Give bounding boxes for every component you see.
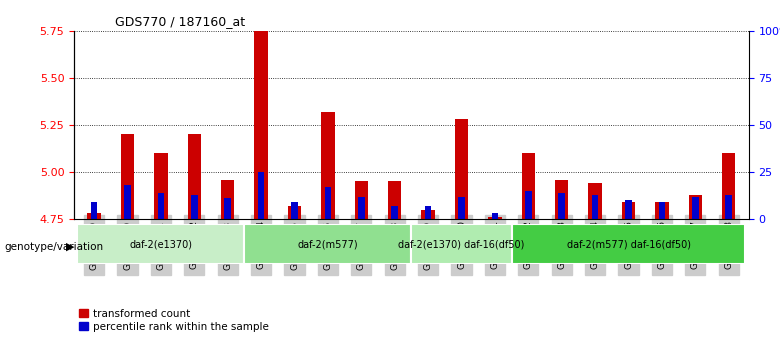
- Bar: [77, 224, 244, 264]
- Bar: [488, 217, 502, 219]
- Bar: [689, 195, 702, 219]
- Text: daf-2(e1370): daf-2(e1370): [129, 239, 193, 249]
- Bar: [411, 224, 512, 264]
- Bar: [388, 181, 402, 219]
- Bar: [321, 112, 335, 219]
- Bar: [622, 202, 635, 219]
- Bar: [254, 31, 268, 219]
- Bar: [512, 224, 746, 264]
- Legend: transformed count, percentile rank within the sample: transformed count, percentile rank withi…: [80, 309, 269, 332]
- Bar: [555, 180, 569, 219]
- Bar: [355, 181, 368, 219]
- Bar: [525, 191, 532, 219]
- Bar: [392, 206, 398, 219]
- Bar: [221, 180, 235, 219]
- Bar: [225, 198, 231, 219]
- Bar: [244, 224, 411, 264]
- Bar: [425, 206, 431, 219]
- Text: daf-2(m577) daf-16(df50): daf-2(m577) daf-16(df50): [566, 239, 690, 249]
- Bar: [421, 210, 434, 219]
- Bar: [725, 195, 732, 219]
- Bar: [121, 135, 134, 219]
- Text: genotype/variation: genotype/variation: [4, 242, 103, 252]
- Bar: [188, 135, 201, 219]
- Bar: [458, 197, 465, 219]
- Bar: [87, 214, 101, 219]
- Bar: [522, 153, 535, 219]
- Text: ▶: ▶: [66, 242, 75, 252]
- Bar: [154, 153, 168, 219]
- Bar: [291, 202, 298, 219]
- Bar: [722, 153, 736, 219]
- Bar: [358, 197, 365, 219]
- Bar: [191, 195, 197, 219]
- Bar: [288, 206, 301, 219]
- Bar: [592, 195, 598, 219]
- Bar: [655, 202, 668, 219]
- Bar: [491, 214, 498, 219]
- Bar: [455, 119, 468, 219]
- Bar: [558, 193, 565, 219]
- Bar: [324, 187, 331, 219]
- Text: GDS770 / 187160_at: GDS770 / 187160_at: [115, 16, 245, 29]
- Bar: [258, 172, 264, 219]
- Text: daf-2(e1370) daf-16(df50): daf-2(e1370) daf-16(df50): [399, 239, 525, 249]
- Bar: [158, 193, 165, 219]
- Bar: [658, 202, 665, 219]
- Bar: [692, 197, 699, 219]
- Bar: [124, 185, 131, 219]
- Text: daf-2(m577): daf-2(m577): [298, 239, 358, 249]
- Bar: [588, 183, 602, 219]
- Bar: [626, 200, 632, 219]
- Bar: [90, 202, 98, 219]
